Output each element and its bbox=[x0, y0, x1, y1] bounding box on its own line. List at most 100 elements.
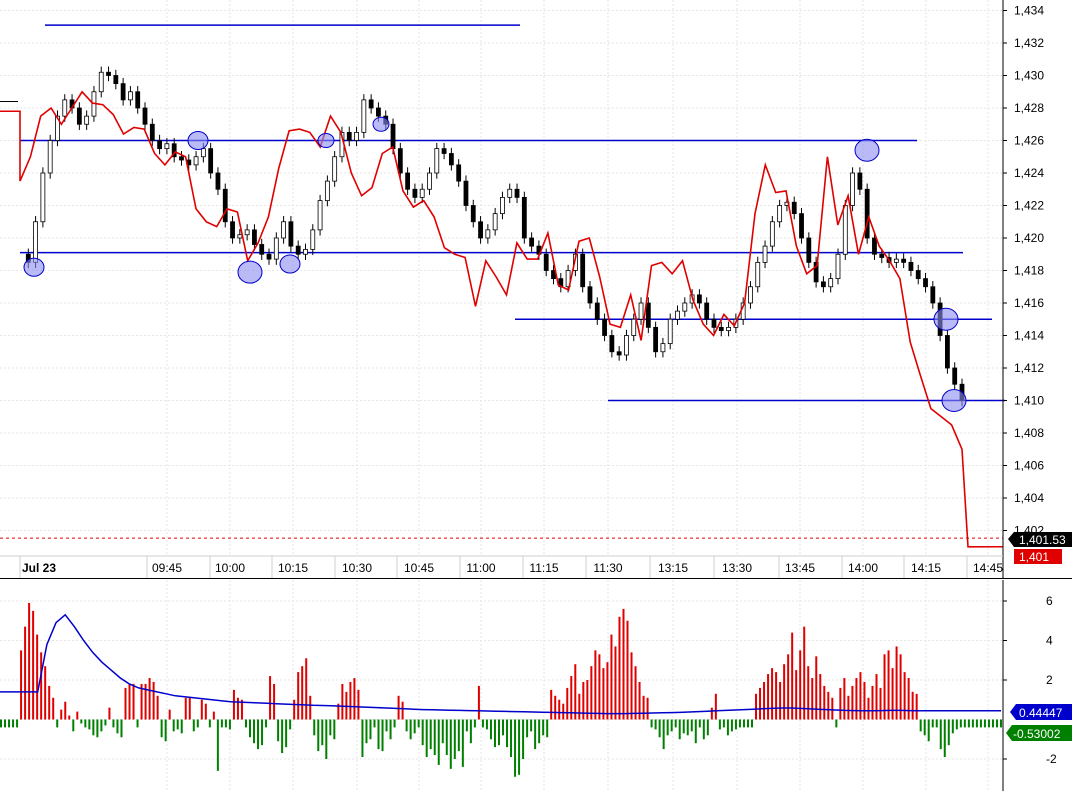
histogram-bar bbox=[662, 719, 665, 750]
histogram-bar bbox=[329, 719, 332, 736]
candle-body bbox=[660, 343, 666, 353]
histogram-bar bbox=[570, 676, 573, 720]
candle-body bbox=[157, 140, 162, 150]
candle-body bbox=[908, 261, 914, 271]
histogram-bar bbox=[301, 666, 304, 720]
candle-body bbox=[317, 200, 323, 231]
candle-body bbox=[915, 270, 921, 280]
histogram-bar bbox=[228, 719, 231, 730]
candle-body bbox=[230, 221, 235, 239]
histogram-bar bbox=[775, 672, 778, 720]
price-tick-label: 1,418 bbox=[1014, 264, 1044, 278]
average-line bbox=[0, 613, 1001, 715]
histogram-bar bbox=[12, 719, 15, 728]
indicator-blue-value: 0.44447 bbox=[1019, 706, 1063, 720]
price-tick-label: 1,414 bbox=[1014, 329, 1044, 343]
histogram-bar bbox=[726, 719, 729, 736]
histogram-bar bbox=[506, 719, 509, 748]
time-tick-label: 14:00 bbox=[848, 561, 878, 575]
histogram-bar bbox=[277, 719, 280, 742]
candle-body bbox=[76, 107, 82, 125]
candle-body bbox=[193, 156, 199, 166]
candle-body bbox=[128, 91, 133, 101]
histogram-bar bbox=[253, 719, 256, 744]
candles bbox=[0, 66, 965, 407]
histogram-bar bbox=[951, 719, 954, 734]
time-tick-label: 11:30 bbox=[593, 561, 622, 575]
touch-circle bbox=[23, 257, 45, 277]
histogram-bar bbox=[843, 678, 846, 720]
indicator-blue-tag: 0.44447 bbox=[1010, 704, 1072, 720]
histogram-bar bbox=[678, 719, 681, 740]
histogram-bar bbox=[626, 620, 629, 720]
candle-body bbox=[470, 205, 476, 223]
histogram-bar bbox=[819, 674, 822, 720]
last-price-tag: 1,401.53 bbox=[1008, 532, 1072, 547]
candle-body bbox=[266, 253, 272, 260]
histogram-bar bbox=[265, 719, 268, 728]
histogram-bar bbox=[947, 719, 950, 746]
candle-body bbox=[704, 302, 710, 320]
histogram-bar bbox=[417, 719, 420, 728]
touch-circle bbox=[279, 254, 301, 274]
histogram-bar bbox=[16, 719, 19, 728]
histogram-bar bbox=[108, 707, 111, 720]
price-tick-label: 1,424 bbox=[1014, 166, 1044, 180]
candle-body bbox=[324, 180, 330, 202]
histogram-bar bbox=[188, 697, 191, 720]
histogram-bar bbox=[132, 683, 135, 720]
candle-body bbox=[675, 310, 680, 320]
candle-body bbox=[361, 99, 367, 133]
histogram-bar bbox=[461, 719, 464, 767]
histogram-bar bbox=[457, 719, 460, 752]
time-tick-label: 09:45 bbox=[152, 561, 182, 575]
candle-body bbox=[142, 107, 148, 125]
candle-body bbox=[222, 188, 228, 223]
histogram-bar bbox=[694, 719, 697, 744]
histogram-bar bbox=[361, 719, 364, 758]
histogram-bar bbox=[534, 719, 537, 750]
histogram-bar bbox=[184, 697, 187, 720]
histogram-bar bbox=[915, 693, 918, 720]
histogram-bar bbox=[52, 697, 55, 720]
candle-body bbox=[901, 258, 907, 263]
histogram-bar bbox=[686, 719, 689, 736]
indicator-tick-label: -2 bbox=[1046, 752, 1057, 766]
histogram-bar bbox=[200, 699, 203, 720]
candle-body bbox=[828, 278, 834, 288]
price-tick-label: 1,406 bbox=[1014, 459, 1044, 473]
candle-body bbox=[791, 201, 797, 215]
histogram-bar bbox=[714, 693, 717, 720]
histogram-bar bbox=[931, 719, 934, 728]
histogram-bar bbox=[401, 701, 404, 720]
candle-body bbox=[427, 172, 432, 190]
histogram-bar bbox=[722, 719, 725, 728]
histogram-bar bbox=[232, 689, 235, 720]
candle-body bbox=[215, 172, 221, 190]
candle-body bbox=[945, 335, 950, 369]
histogram-bar bbox=[389, 719, 392, 740]
histogram-bar bbox=[734, 719, 737, 730]
candle-body bbox=[434, 148, 440, 174]
histogram-bar bbox=[269, 676, 272, 720]
histogram-bar bbox=[923, 719, 926, 736]
candle-body bbox=[419, 188, 425, 198]
histogram-bar bbox=[859, 672, 862, 720]
candle-body bbox=[631, 318, 637, 336]
candle-body bbox=[624, 335, 629, 356]
histogram-bar bbox=[92, 719, 95, 736]
histogram-bar bbox=[554, 695, 557, 720]
histogram-bar bbox=[164, 719, 167, 742]
histogram-bar bbox=[903, 672, 906, 720]
candle-body bbox=[164, 143, 170, 150]
time-tick-label: 14:45 bbox=[973, 561, 1003, 575]
histogram-bar bbox=[698, 719, 701, 728]
histogram-bar bbox=[96, 719, 99, 738]
histogram-bar bbox=[630, 652, 633, 720]
histogram-bar bbox=[240, 699, 243, 720]
candle-body bbox=[638, 302, 644, 320]
histogram-bar bbox=[421, 719, 424, 746]
candle-body bbox=[120, 83, 126, 101]
candle-body bbox=[55, 115, 60, 141]
red-line bbox=[0, 90, 1004, 548]
